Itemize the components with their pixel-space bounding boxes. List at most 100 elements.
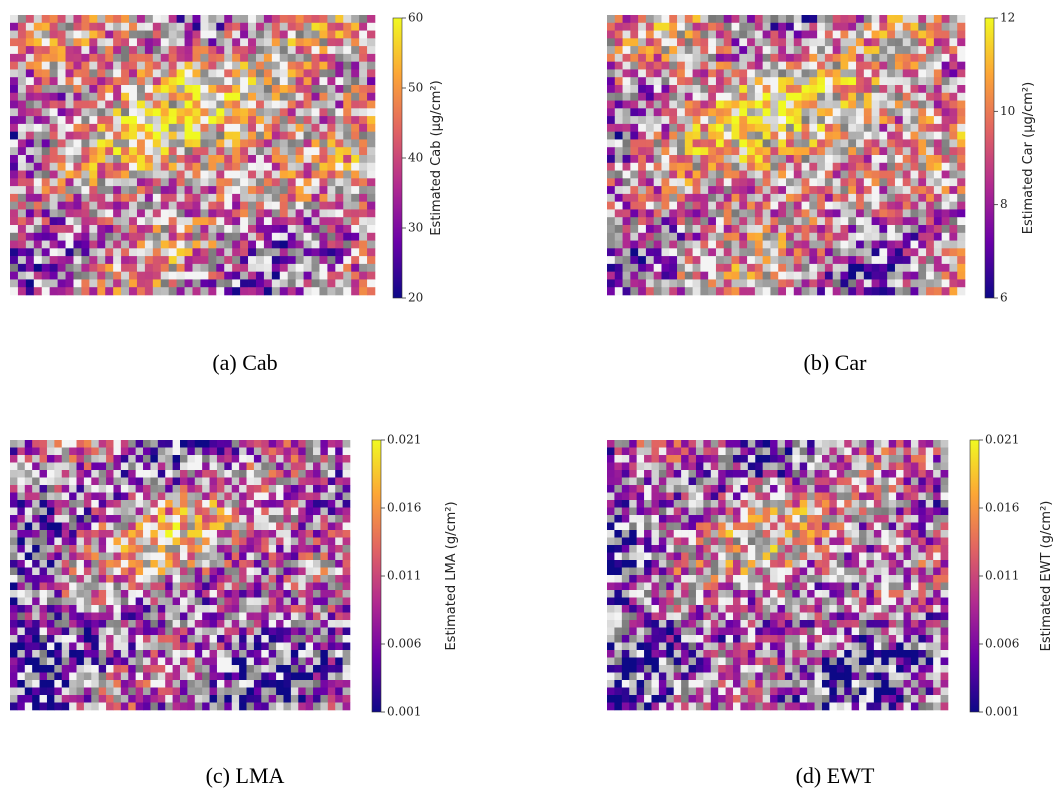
image-pixel	[910, 30, 919, 39]
image-pixel	[89, 53, 98, 62]
image-pixel	[276, 545, 284, 553]
image-pixel	[871, 201, 880, 210]
image-pixel	[887, 178, 896, 187]
image-pixel	[840, 217, 849, 226]
image-pixel	[319, 240, 328, 249]
image-pixel	[136, 209, 146, 218]
image-pixel	[367, 22, 376, 31]
image-pixel	[105, 209, 114, 218]
image-pixel	[298, 492, 306, 501]
image-pixel	[81, 15, 90, 24]
image-pixel	[351, 186, 360, 195]
image-pixel	[832, 271, 841, 280]
image-pixel	[335, 170, 344, 179]
image-pixel	[607, 287, 616, 296]
image-pixel	[246, 545, 255, 553]
image-pixel	[208, 263, 217, 272]
image-pixel	[176, 287, 185, 296]
image-pixel	[180, 582, 188, 591]
image-pixel	[607, 22, 616, 31]
image-pixel	[46, 477, 55, 486]
image-pixel	[327, 635, 336, 643]
image-pixel	[143, 515, 151, 523]
image-pixel	[97, 22, 106, 31]
image-pixel	[200, 108, 209, 117]
image-pixel	[81, 155, 90, 164]
image-pixel	[677, 248, 686, 257]
image-pixel	[311, 201, 320, 210]
image-pixel	[17, 605, 26, 613]
image-pixel	[172, 560, 181, 568]
image-pixel	[231, 507, 240, 516]
image-pixel	[255, 209, 265, 218]
image-pixel	[902, 217, 911, 226]
image-pixel	[918, 77, 927, 86]
image-pixel	[24, 440, 33, 448]
image-pixel	[32, 597, 40, 606]
image-pixel	[359, 38, 368, 47]
image-pixel	[180, 560, 188, 568]
image-pixel	[303, 170, 312, 179]
image-pixel	[723, 155, 732, 164]
image-pixel	[801, 193, 810, 202]
image-pixel	[54, 605, 63, 613]
image-pixel	[157, 462, 166, 471]
image-pixel	[83, 605, 92, 613]
image-pixel	[894, 30, 904, 39]
image-pixel	[770, 232, 779, 241]
image-pixel	[276, 462, 284, 471]
image-pixel	[76, 492, 85, 501]
image-pixel	[128, 515, 136, 523]
image-pixel	[253, 567, 262, 576]
image-pixel	[209, 545, 218, 553]
image-pixel	[949, 178, 958, 187]
image-pixel	[69, 605, 77, 613]
image-pixel	[25, 92, 35, 101]
image-pixel	[83, 597, 92, 606]
image-pixel	[342, 522, 351, 531]
image-pixel	[754, 77, 763, 86]
image-pixel	[200, 155, 209, 164]
image-pixel	[887, 30, 896, 39]
image-pixel	[253, 462, 262, 471]
image-pixel	[320, 552, 329, 561]
image-pixel	[73, 256, 82, 265]
image-pixel	[209, 440, 218, 448]
image-pixel	[216, 240, 225, 249]
image-pixel	[653, 178, 662, 187]
image-pixel	[113, 702, 122, 711]
image-pixel	[295, 178, 304, 187]
image-pixel	[46, 537, 55, 546]
image-pixel	[10, 248, 19, 257]
image-pixel	[700, 287, 709, 296]
image-pixel	[98, 477, 107, 486]
image-pixel	[73, 123, 82, 132]
image-pixel	[17, 116, 27, 125]
image-pixel	[303, 100, 312, 109]
image-pixel	[770, 92, 779, 101]
image-pixel	[81, 201, 90, 210]
image-pixel	[786, 263, 795, 272]
image-pixel	[248, 108, 257, 117]
image-pixel	[630, 170, 639, 179]
image-pixel	[187, 530, 196, 538]
image-pixel	[638, 248, 647, 257]
image-pixel	[231, 470, 240, 478]
image-pixel	[172, 590, 181, 598]
image-pixel	[832, 178, 841, 187]
image-pixel	[614, 209, 623, 218]
image-pixel	[290, 560, 299, 568]
image-pixel	[335, 271, 344, 280]
image-pixel	[216, 46, 225, 55]
image-pixel	[295, 100, 304, 109]
image-pixel	[793, 116, 802, 125]
image-pixel	[276, 680, 284, 688]
image-pixel	[224, 447, 233, 456]
image-pixel	[723, 85, 732, 94]
image-pixel	[910, 248, 919, 257]
image-pixel	[778, 22, 787, 31]
image-pixel	[824, 162, 833, 171]
image-pixel	[863, 123, 872, 132]
image-pixel	[708, 85, 717, 94]
image-pixel	[165, 590, 173, 598]
